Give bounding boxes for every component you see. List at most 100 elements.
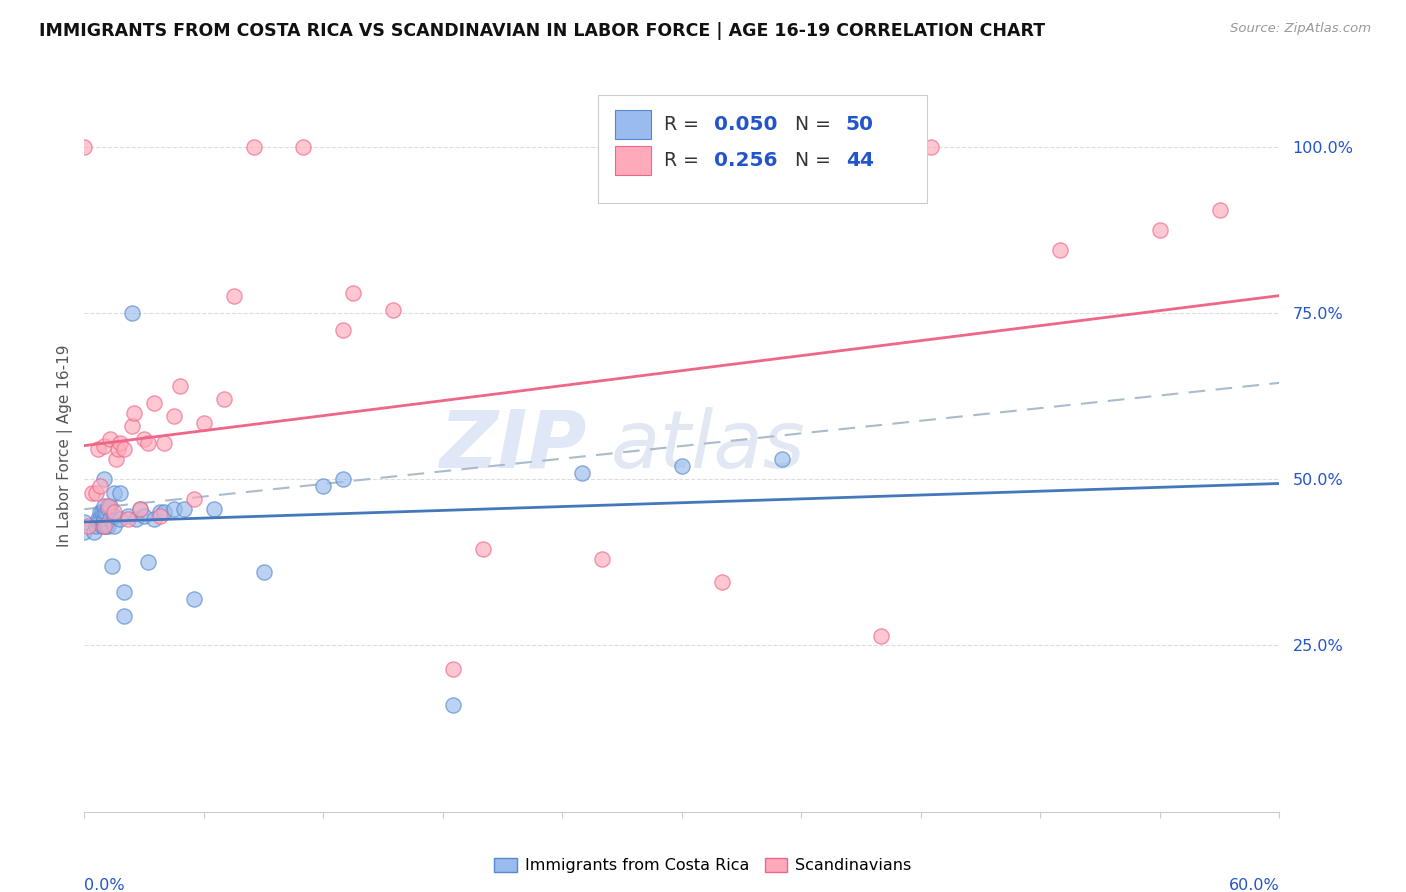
- Point: [87, 516, 110, 530]
- Point: [1209, 202, 1232, 217]
- Point: [122, 406, 145, 420]
- Point: [153, 435, 176, 450]
- Point: [89, 479, 111, 493]
- Point: [312, 479, 335, 493]
- Point: [105, 452, 128, 467]
- Point: [73, 516, 96, 530]
- Point: [93, 499, 115, 513]
- Point: [132, 433, 156, 447]
- Point: [93, 516, 115, 530]
- Text: N =: N =: [796, 152, 838, 170]
- Point: [163, 502, 186, 516]
- Point: [132, 508, 156, 523]
- Text: 0.0%: 0.0%: [84, 879, 125, 892]
- Text: 50: 50: [845, 115, 873, 134]
- Point: [441, 662, 464, 676]
- Point: [671, 458, 693, 473]
- Point: [121, 306, 143, 320]
- Point: [91, 506, 114, 520]
- Point: [93, 512, 115, 526]
- Point: [129, 502, 152, 516]
- Point: [332, 472, 354, 486]
- Point: [110, 485, 132, 500]
- Point: [101, 558, 124, 573]
- Point: [93, 506, 115, 520]
- Point: [136, 435, 159, 450]
- Point: [471, 542, 494, 557]
- Point: [89, 506, 111, 520]
- Point: [770, 452, 793, 467]
- Point: [149, 508, 172, 523]
- Point: [73, 525, 96, 540]
- Point: [121, 419, 143, 434]
- Point: [107, 442, 129, 457]
- Point: [292, 140, 315, 154]
- Point: [77, 518, 100, 533]
- Point: [129, 502, 152, 516]
- Point: [73, 140, 96, 154]
- Point: [93, 518, 115, 533]
- Point: [117, 512, 139, 526]
- Point: [86, 485, 108, 500]
- Point: [93, 472, 115, 486]
- Point: [98, 433, 121, 447]
- Point: [103, 508, 125, 523]
- Point: [710, 575, 733, 590]
- Point: [87, 512, 110, 526]
- Point: [97, 502, 120, 516]
- Point: [212, 392, 235, 407]
- Point: [87, 442, 110, 457]
- Text: ZIP: ZIP: [439, 407, 586, 485]
- Point: [202, 502, 225, 516]
- Point: [193, 416, 215, 430]
- Point: [242, 140, 264, 154]
- Text: R =: R =: [664, 115, 704, 134]
- Point: [1049, 243, 1071, 257]
- Point: [103, 518, 125, 533]
- Text: 0.256: 0.256: [714, 152, 778, 170]
- Point: [117, 508, 139, 523]
- Point: [332, 323, 354, 337]
- Point: [571, 466, 593, 480]
- Text: 0.050: 0.050: [714, 115, 778, 134]
- Point: [96, 518, 118, 533]
- Point: [382, 302, 405, 317]
- Text: Source: ZipAtlas.com: Source: ZipAtlas.com: [1230, 22, 1371, 36]
- Point: [112, 585, 135, 599]
- Point: [112, 608, 135, 623]
- Point: [103, 506, 125, 520]
- Point: [149, 506, 172, 520]
- Point: [222, 289, 245, 303]
- Point: [342, 286, 364, 301]
- Point: [169, 379, 191, 393]
- Point: [93, 439, 115, 453]
- Point: [183, 492, 205, 507]
- Bar: [614, 110, 651, 139]
- Point: [86, 518, 108, 533]
- Point: [97, 499, 120, 513]
- Text: IMMIGRANTS FROM COSTA RICA VS SCANDINAVIAN IN LABOR FORCE | AGE 16-19 CORRELATIO: IMMIGRANTS FROM COSTA RICA VS SCANDINAVI…: [39, 22, 1046, 40]
- Point: [110, 435, 132, 450]
- Text: N =: N =: [796, 115, 838, 134]
- Point: [103, 485, 125, 500]
- Text: 60.0%: 60.0%: [1229, 879, 1279, 892]
- Point: [153, 506, 176, 520]
- Bar: [614, 146, 651, 176]
- Point: [93, 518, 115, 533]
- Point: [125, 512, 148, 526]
- Point: [98, 512, 121, 526]
- Point: [97, 518, 120, 533]
- Point: [91, 518, 114, 533]
- Point: [163, 409, 186, 423]
- Point: [89, 512, 111, 526]
- Point: [112, 442, 135, 457]
- Y-axis label: In Labor Force | Age 16-19: In Labor Force | Age 16-19: [58, 344, 73, 548]
- Point: [83, 525, 105, 540]
- Point: [82, 485, 104, 500]
- Point: [136, 555, 159, 569]
- Point: [1149, 223, 1171, 237]
- Point: [98, 499, 121, 513]
- FancyBboxPatch shape: [599, 95, 927, 203]
- Legend: Immigrants from Costa Rica, Scandinavians: Immigrants from Costa Rica, Scandinavian…: [488, 851, 918, 880]
- Point: [143, 512, 166, 526]
